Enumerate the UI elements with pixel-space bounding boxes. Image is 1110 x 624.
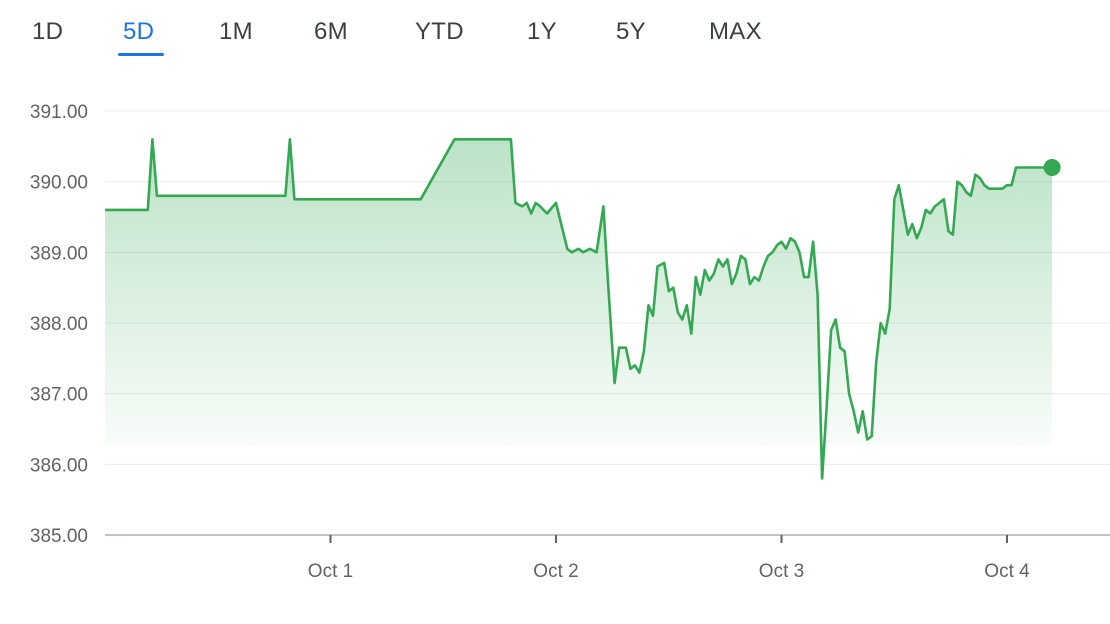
tab-1d[interactable]: 1D [32, 18, 64, 45]
y-tick-label: 391.00 [30, 102, 88, 123]
y-tick-label: 390.00 [30, 173, 88, 194]
x-tick-label: Oct 1 [308, 561, 353, 582]
tab-1m[interactable]: 1M [219, 18, 253, 45]
y-tick-label: 387.00 [30, 385, 88, 406]
price-area [105, 139, 1053, 479]
x-tick-label: Oct 2 [533, 561, 578, 582]
tab-6m[interactable]: 6M [314, 18, 348, 45]
y-tick-label: 389.00 [30, 243, 88, 264]
y-tick-label: 388.00 [30, 314, 88, 335]
price-line [105, 138, 1053, 480]
y-tick-label: 385.00 [30, 526, 88, 547]
tab-max[interactable]: MAX [709, 18, 762, 45]
y-tick-label: 386.00 [30, 455, 88, 476]
tab-5y[interactable]: 5Y [616, 18, 646, 45]
latest-price-dot [1043, 159, 1061, 177]
range-tabs: 1D 5D 1M 6M YTD 1Y 5Y MAX [0, 0, 1110, 60]
tab-5d-underline [118, 53, 164, 56]
x-tick-label: Oct 3 [759, 561, 804, 582]
tab-1y[interactable]: 1Y [527, 18, 557, 45]
tab-ytd[interactable]: YTD [415, 18, 464, 45]
x-tick-label: Oct 4 [984, 561, 1030, 582]
tab-5d[interactable]: 5D [123, 18, 155, 45]
